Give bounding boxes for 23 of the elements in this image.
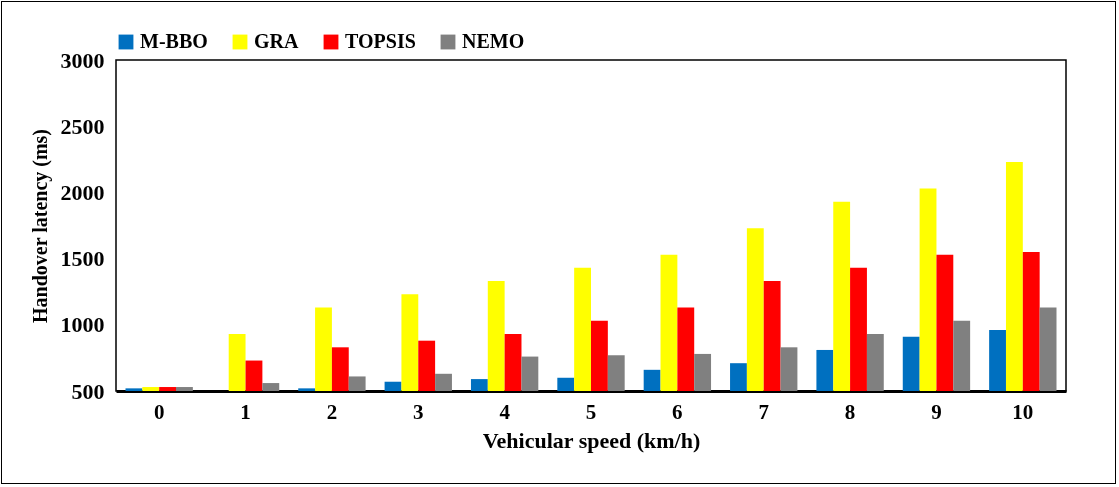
x-tick-label: 10 <box>1012 399 1034 424</box>
x-axis-title: Vehicular speed (km/h) <box>482 427 701 453</box>
x-tick-label: 0 <box>153 399 165 424</box>
x-tick-label: 1 <box>240 399 251 424</box>
x-tick-label: 2 <box>326 399 338 424</box>
y-tick-label: 1500 <box>60 246 105 272</box>
legend-label: TOPSIS <box>345 30 416 52</box>
x-tick-label: 3 <box>413 399 424 424</box>
x-tick-label: 6 <box>672 399 683 424</box>
legend-label: GRA <box>254 30 299 52</box>
y-tick-label: 500 <box>71 378 105 404</box>
x-tick-label: 5 <box>585 399 597 424</box>
x-tick-label: 4 <box>499 399 511 424</box>
legend-label: NEMO <box>462 30 525 52</box>
legend-label: M-BBO <box>140 30 208 52</box>
x-tick-label: 8 <box>844 399 856 424</box>
y-tick-label: 3000 <box>60 47 105 73</box>
y-axis-title: Handover latency (ms) <box>28 128 52 324</box>
x-tick-label: 9 <box>931 399 942 424</box>
x-tick-label: 7 <box>758 399 769 424</box>
y-tick-label: 2500 <box>60 113 105 139</box>
y-tick-label: 2000 <box>60 179 105 205</box>
y-tick-label: 1000 <box>60 312 105 338</box>
